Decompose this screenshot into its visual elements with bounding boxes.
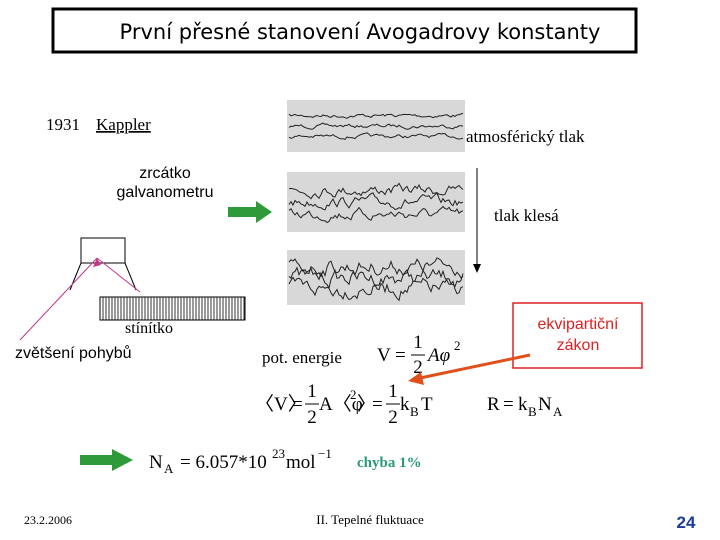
trace	[288, 192, 464, 211]
formula-part: 2	[388, 407, 398, 428]
formula-part: 〉	[357, 393, 376, 415]
formula-part: 2	[454, 338, 461, 353]
formula-part: k	[400, 394, 410, 415]
label-atmospheric: atmosférický tlak	[466, 127, 585, 146]
formula-part: A〈φ	[319, 393, 363, 415]
label-magnification: zvětšení pohybů	[15, 344, 132, 362]
title-box	[51, 7, 638, 54]
trace	[288, 257, 464, 279]
light-ray	[19, 257, 98, 341]
label-error: chyba 1%	[357, 455, 422, 471]
label-potential-energy: pot. energie	[262, 348, 342, 367]
formula-part: 1	[388, 381, 398, 402]
equipartition-box	[512, 302, 643, 369]
scale-frame	[99, 296, 246, 321]
formula-part: =	[372, 394, 383, 415]
label-pressure-drop: tlak klesá	[494, 206, 559, 225]
trace	[288, 112, 464, 119]
formula-part: −1	[318, 446, 332, 461]
formula-part: mol	[286, 452, 316, 473]
screen-scale	[99, 296, 246, 321]
red-arrow-head	[408, 372, 424, 385]
trace	[288, 182, 464, 200]
trace	[288, 266, 464, 290]
formula-part: R	[487, 394, 500, 415]
formula-part: =	[503, 394, 514, 415]
formula-part: N	[149, 452, 163, 473]
galvanometer-line	[124, 262, 137, 291]
formula-part: A	[164, 461, 174, 476]
year: 1931	[46, 115, 80, 134]
formula-part: =	[292, 394, 303, 415]
formula-part: 23	[272, 446, 285, 461]
formula-part: 2	[413, 357, 423, 378]
formula-part: A	[553, 404, 563, 419]
label-equipartition: ekvipartiční	[538, 316, 619, 333]
formula-part: 1	[413, 332, 423, 353]
page-number: 24	[677, 513, 696, 532]
formula-part: =	[395, 345, 406, 366]
formula-part: k	[518, 394, 528, 415]
trace	[288, 122, 464, 130]
formula-part: = 6.057*10	[180, 452, 267, 473]
label-equipartition: zákon	[557, 337, 600, 354]
trace	[288, 276, 464, 302]
formula-part: V	[377, 345, 391, 366]
recorded-traces	[287, 100, 465, 305]
label-screen: stínítko	[125, 320, 173, 337]
red-arrow	[419, 353, 531, 380]
author: Kappler	[96, 115, 151, 134]
trace	[288, 132, 464, 140]
trace	[288, 205, 464, 224]
formula-part: T	[421, 394, 433, 415]
trace-background	[287, 250, 465, 305]
light-ray-head	[93, 258, 101, 267]
footer-date: 23.2.2006	[24, 513, 72, 527]
formula-part: B	[528, 404, 537, 419]
formula-part: 〈V〉	[255, 393, 307, 415]
green-arrow	[228, 201, 272, 223]
footer-section: II. Tepelné fluktuace	[316, 512, 424, 527]
label-mirror: zrcátko	[139, 165, 191, 182]
label-mirror: galvanometru	[117, 184, 214, 201]
green-arrow	[80, 449, 133, 471]
formula-part: Aφ	[426, 345, 450, 366]
trace-background	[287, 172, 465, 232]
formula-part: 1	[307, 381, 317, 402]
formula-part: 2	[350, 387, 357, 402]
arrow-head	[473, 264, 481, 273]
formula-part: B	[410, 404, 419, 419]
title: První přesné stanovení Avogadrovy konsta…	[120, 20, 601, 44]
formula-part: 2	[307, 407, 317, 428]
light-ray	[96, 257, 141, 293]
formula-part: N	[538, 394, 552, 415]
